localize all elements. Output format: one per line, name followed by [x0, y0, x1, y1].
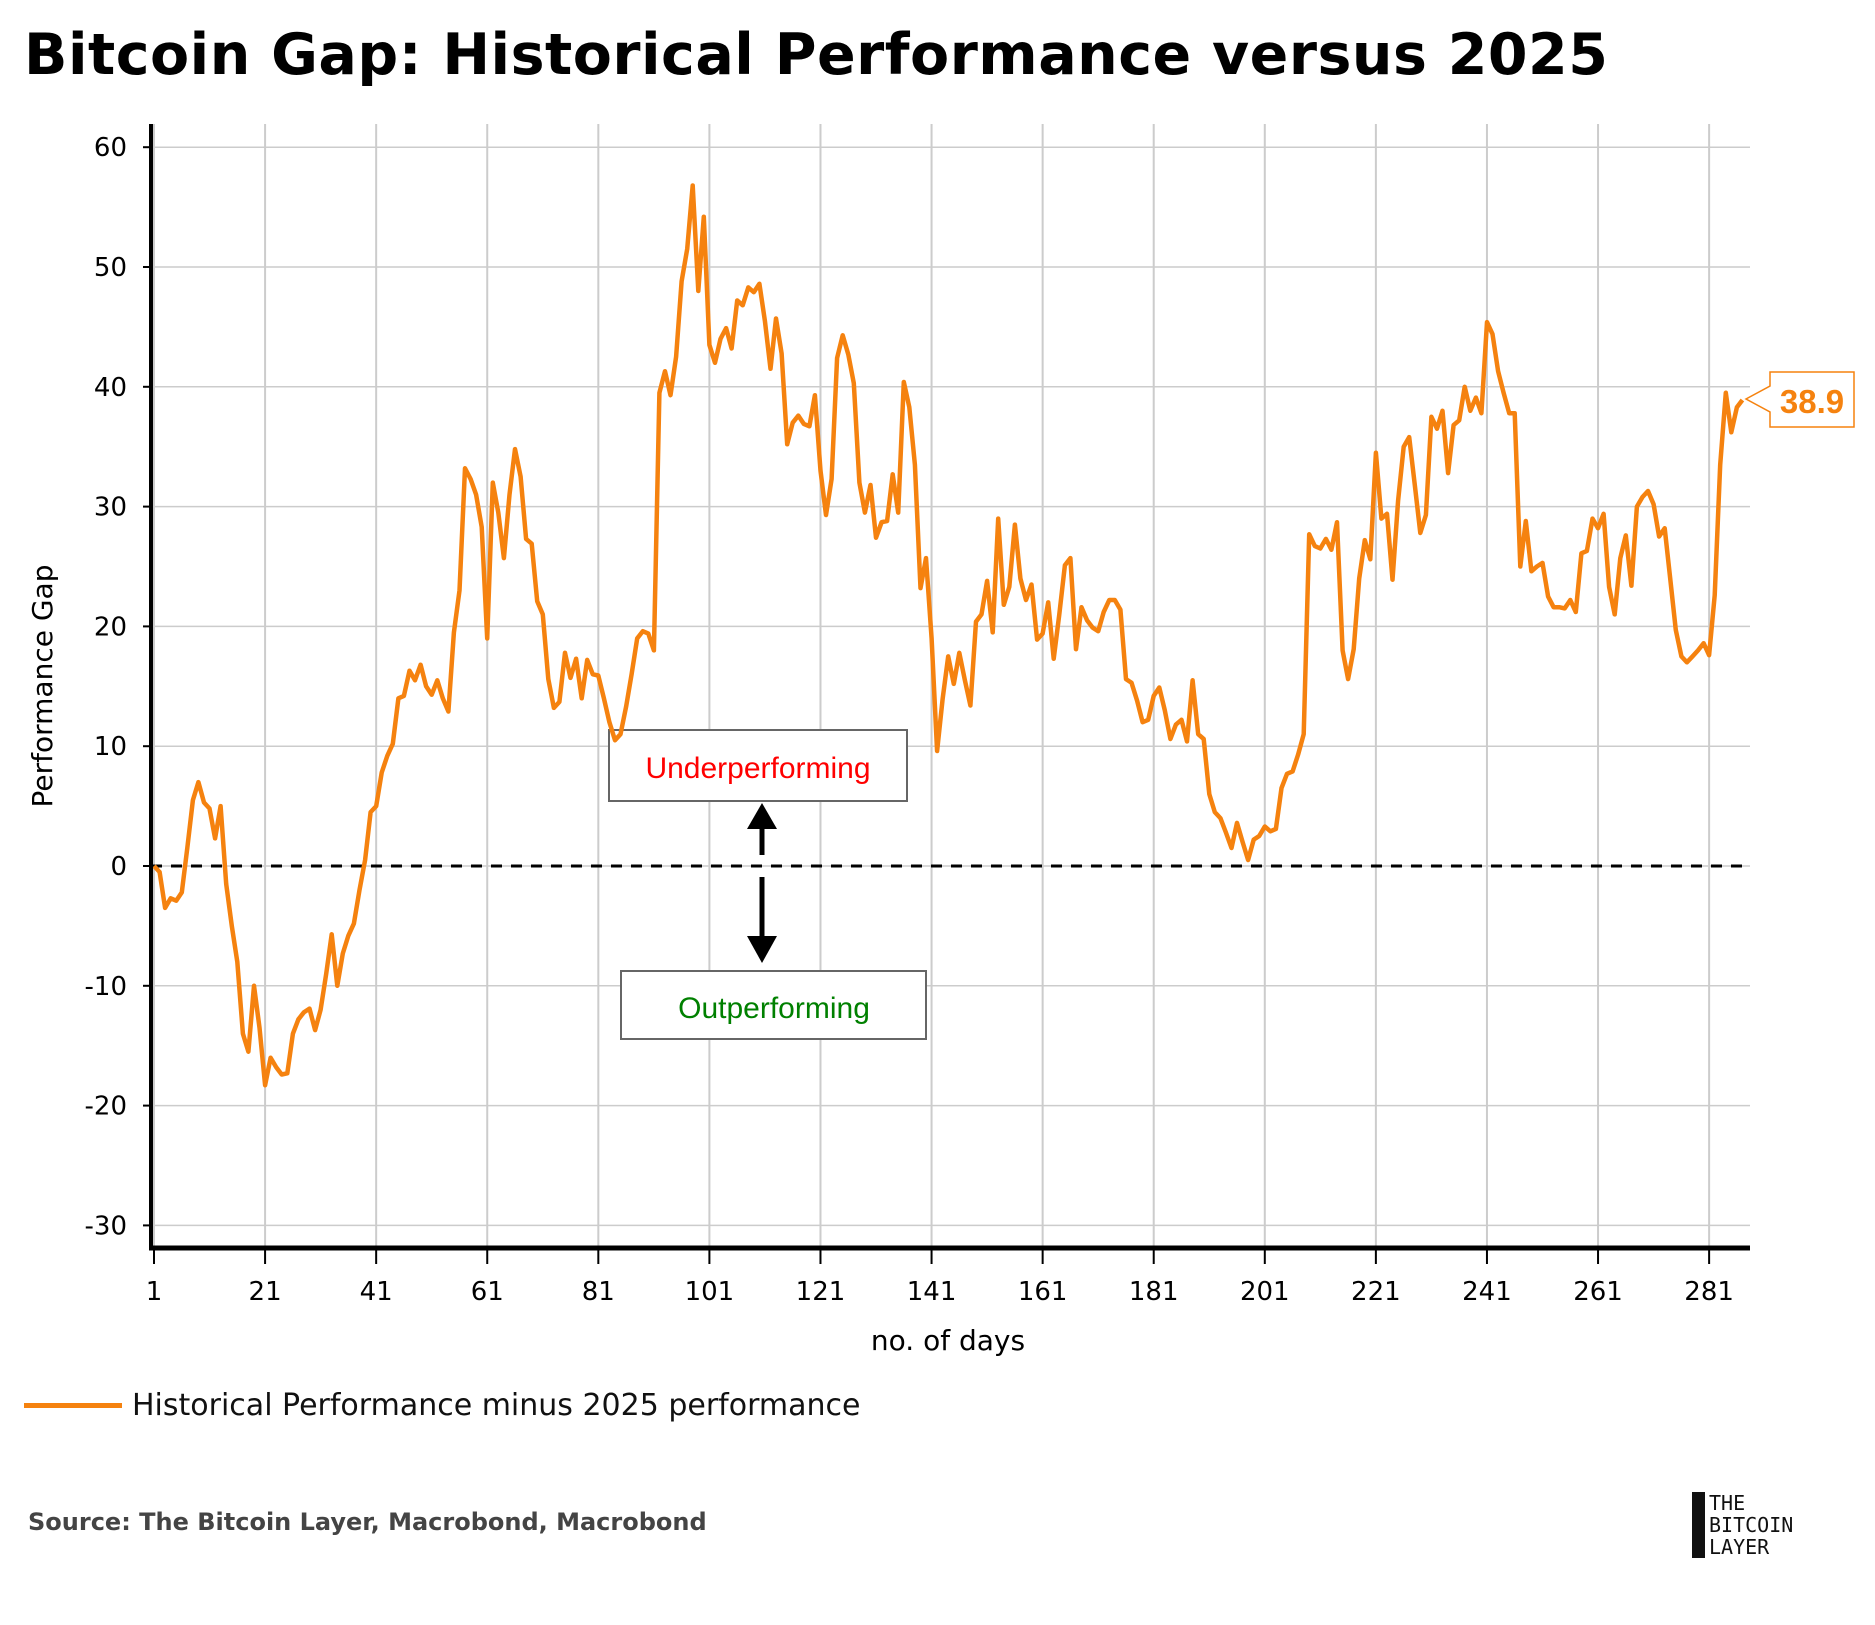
- last-value-label: 38.9: [1780, 383, 1844, 420]
- source-note: Source: The Bitcoin Layer, Macrobond, Ma…: [28, 1508, 707, 1536]
- x-tick-label: 41: [360, 1277, 393, 1307]
- arrow-up-head: [747, 803, 777, 829]
- chart-title: Bitcoin Gap: Historical Performance vers…: [24, 22, 1609, 88]
- y-tick-label: 0: [110, 852, 127, 882]
- x-tick-label: 241: [1462, 1277, 1512, 1307]
- y-tick-label: -20: [85, 1092, 127, 1122]
- x-tick-label: 1: [146, 1277, 163, 1307]
- y-tick-label: 40: [94, 373, 127, 403]
- x-tick-label: 21: [249, 1277, 282, 1307]
- logo-line: BITCOIN: [1709, 1513, 1794, 1537]
- x-ticks: 1 21 41 61 81 101 121 141 161 181 201 221 241 261 281: [146, 1248, 1734, 1307]
- grid: [151, 124, 1750, 1248]
- x-tick-label: 81: [582, 1277, 615, 1307]
- x-tick-label: 121: [796, 1277, 846, 1307]
- y-tick-label: 30: [94, 493, 127, 523]
- y-ticks: 60 50 40 30 20 10 0 -10 -20 -30: [85, 133, 151, 1241]
- outperforming-label: Outperforming: [678, 992, 870, 1025]
- x-tick-label: 221: [1351, 1277, 1401, 1307]
- x-tick-label: 281: [1684, 1277, 1734, 1307]
- x-tick-label: 181: [1129, 1277, 1179, 1307]
- x-axis-label: no. of days: [871, 1324, 1025, 1357]
- y-tick-label: 10: [94, 732, 127, 762]
- logo-line: THE: [1709, 1491, 1746, 1515]
- x-tick-label: 261: [1573, 1277, 1623, 1307]
- legend-label: Historical Performance minus 2025 perfor…: [132, 1388, 861, 1423]
- y-tick-label: -30: [85, 1211, 127, 1241]
- arrow-down-head: [747, 936, 777, 963]
- y-tick-label: 60: [94, 133, 127, 163]
- last-value-box: [1744, 371, 1855, 428]
- legend: Historical Performance minus 2025 perfor…: [24, 1388, 860, 1423]
- x-tick-label: 201: [1240, 1277, 1290, 1307]
- underperforming-box: [608, 729, 908, 802]
- y-axis-label: Performance Gap: [26, 565, 59, 808]
- last-value-callout: 38.9: [1744, 371, 1855, 428]
- logo: THE BITCOIN LAYER: [1692, 1492, 1793, 1558]
- y-tick-label: 20: [94, 612, 127, 642]
- legend-swatch: [24, 1403, 122, 1408]
- logo-line: LAYER: [1709, 1535, 1770, 1559]
- x-tick-label: 141: [907, 1277, 957, 1307]
- series-line: [152, 183, 1745, 1088]
- outperforming-box: [620, 970, 927, 1040]
- x-tick-label: 101: [685, 1277, 735, 1307]
- underperforming-label: Underperforming: [645, 752, 870, 785]
- y-tick-label: 50: [94, 253, 127, 283]
- x-tick-label: 161: [1018, 1277, 1068, 1307]
- x-tick-label: 61: [471, 1277, 504, 1307]
- logo-bar: [1692, 1492, 1705, 1558]
- annotations: Underperforming Outperforming: [608, 729, 927, 1040]
- y-tick-label: -10: [85, 972, 127, 1002]
